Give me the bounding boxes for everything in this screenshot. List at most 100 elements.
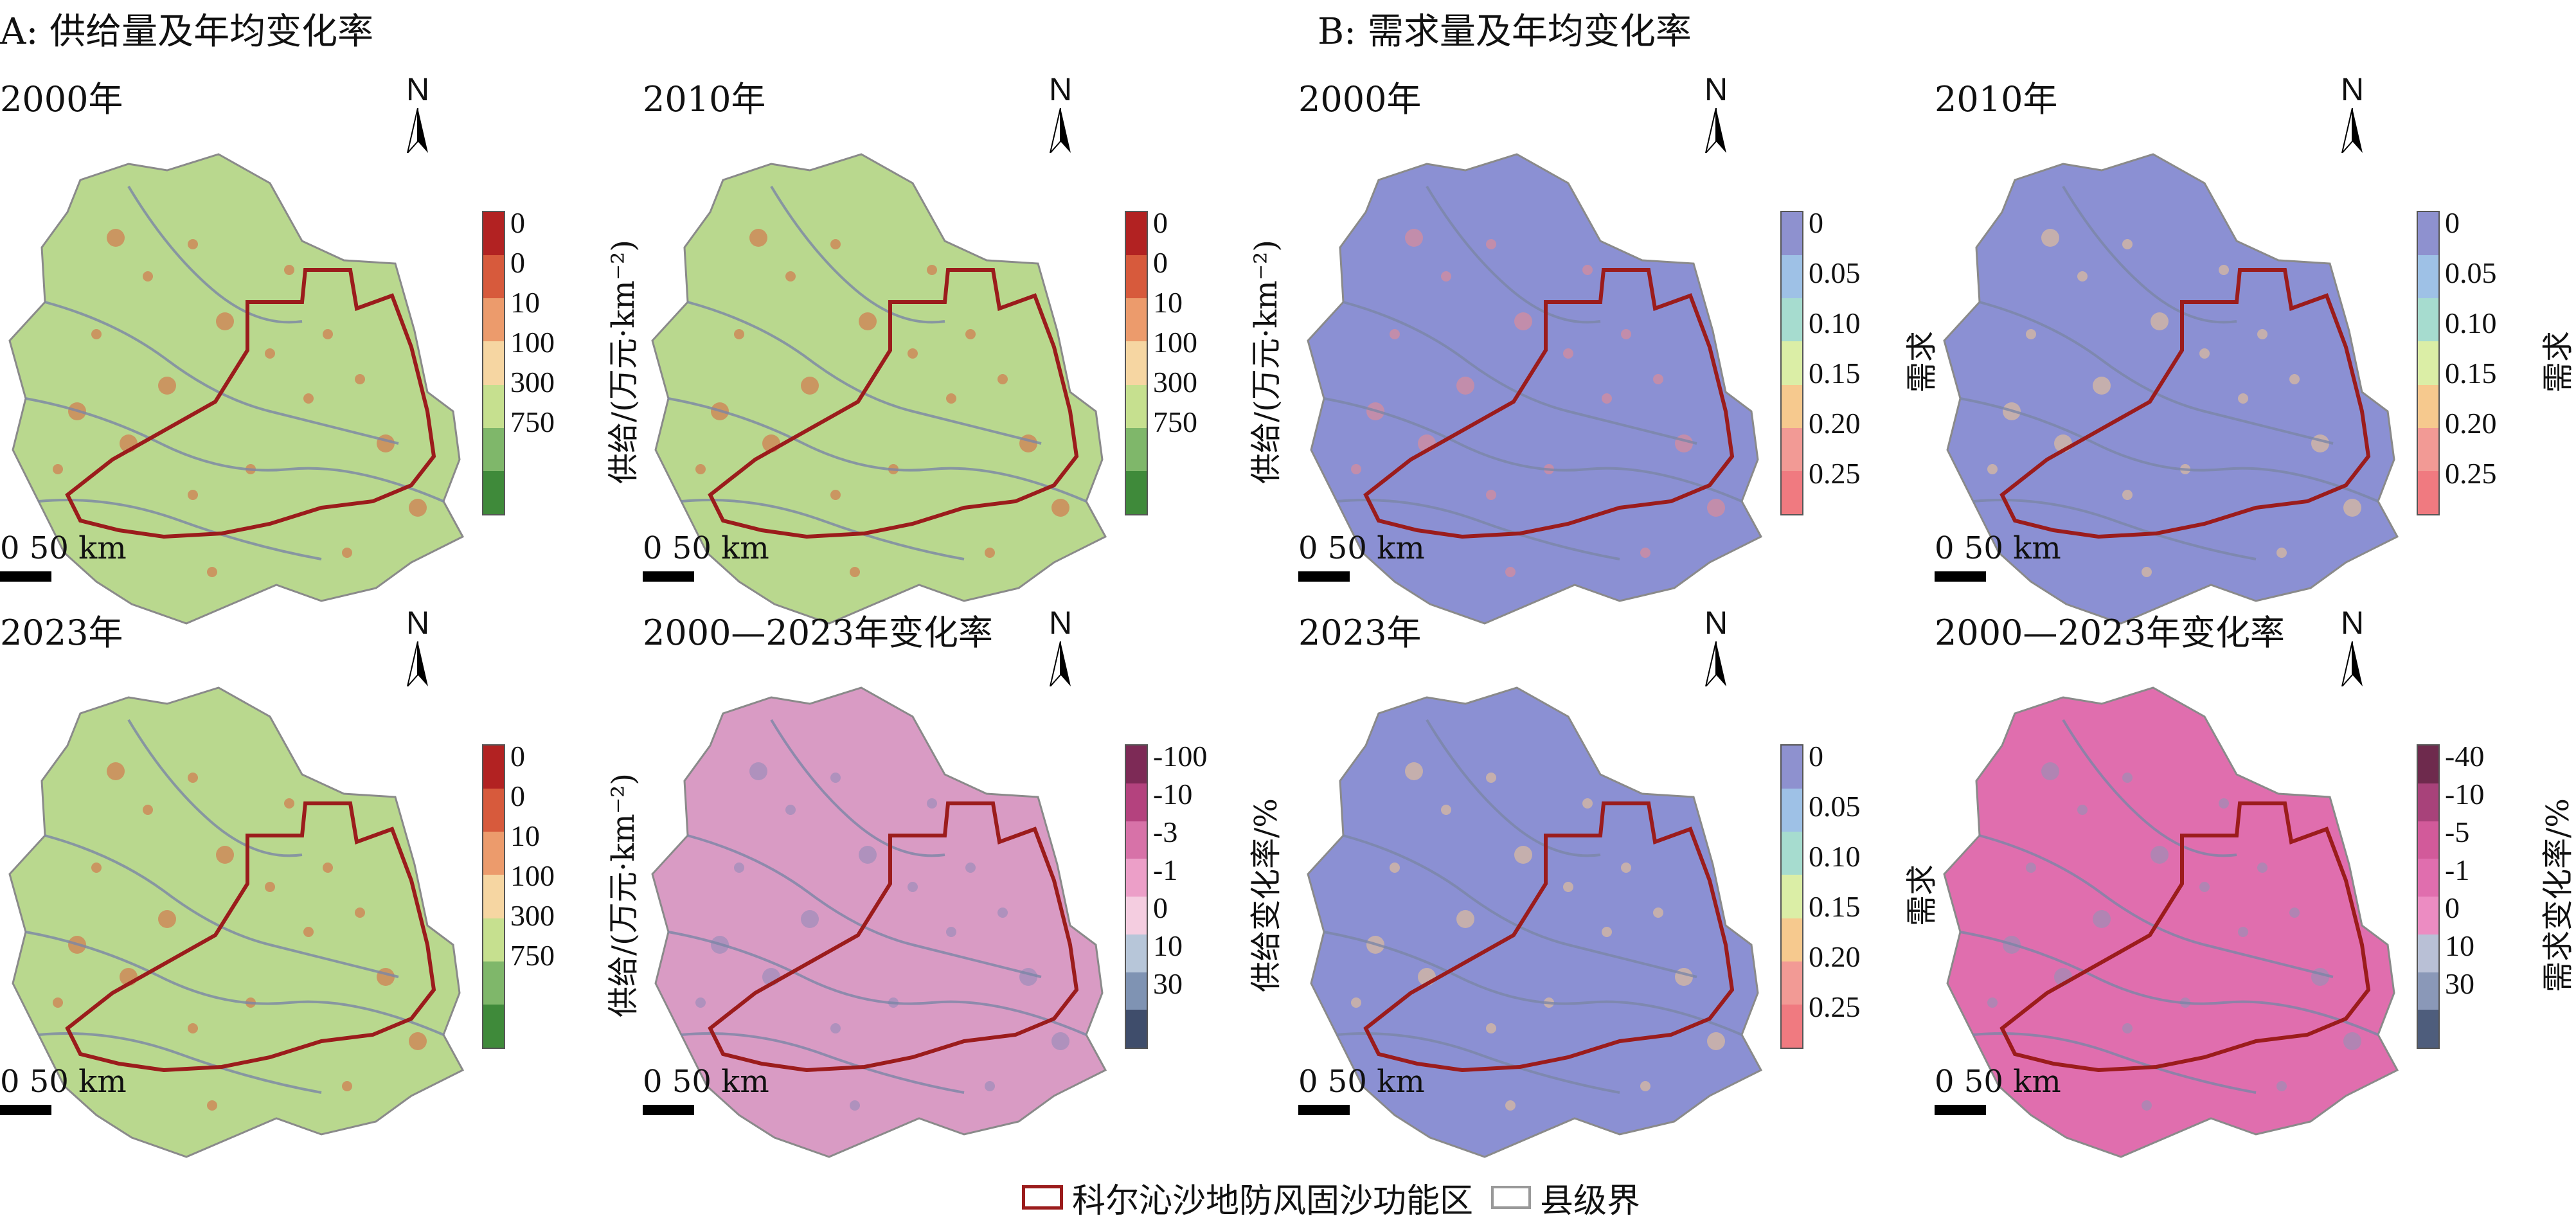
legend-tick-label: 0 [1809,206,1823,239]
legend-tick-label: 0.10 [1809,307,1861,339]
value-patch [1514,846,1532,864]
river-line [38,1032,322,1094]
legend-color-bar [482,744,505,1049]
value-patch [2257,329,2267,339]
legend-swatch [483,470,504,514]
legend-swatch [2418,897,2438,934]
color-legend: -40 -10 -5 -1 0 10 30 需求变化率/% [2417,742,2576,1053]
scale-bar-segment [1298,571,1350,582]
value-patch [2276,548,2287,558]
value-patch [1486,773,1496,783]
value-patch [946,393,956,404]
value-patch [91,329,102,339]
value-patch [2077,805,2088,815]
north-arrow: N [1697,71,1735,161]
scale-bar: 0 50 km [1298,530,1459,582]
legend-swatch [2418,746,2438,783]
river-line [127,185,303,324]
value-patch [1486,1023,1496,1033]
value-patch [342,548,352,558]
legend-swatch [1782,427,1802,471]
region-map [1307,686,1763,1158]
value-patch [107,762,125,780]
value-patch [997,374,1008,384]
legend-swatch [483,832,504,875]
legend-tick-label: 0.05 [1809,256,1861,289]
legend-swatch [2418,821,2438,859]
legend-tick-label: 300 [510,366,555,398]
value-patch [927,265,937,275]
scale-label: 0 50 km [1935,1064,2061,1100]
north-arrow-icon [1050,641,1071,686]
legend-title: 需求 [2540,330,2576,393]
legend-tick-label: 0.10 [2445,307,2497,339]
legend-tick-label: 0 [1153,246,1168,279]
legend-color-bar [1125,744,1148,1049]
legend-tick-label: 10 [510,819,540,852]
value-patch [1405,229,1423,247]
legend-tick-label: 0.15 [1809,890,1861,923]
county-border-swatch [1491,1186,1532,1209]
legend-tick-label: 100 [510,326,555,359]
legend-tick-label: 0 [510,206,525,239]
legend-swatch [2418,783,2438,821]
color-legend: -100 -10 -3 -1 0 10 30 供给变化率/% [1125,742,1292,1053]
value-patch [2122,773,2133,783]
scale-bar: 0 50 km [1298,1064,1459,1115]
legend-tick-label: -1 [2445,854,2470,886]
north-arrow-icon [1705,641,1726,686]
map-panel: 2010年 N 0 50 km 0 0 10 100 300 750 供给/(万元·km⁻²) [643,71,1284,625]
river-line [1323,397,1742,503]
value-patch [2257,863,2267,873]
legend-swatch [483,875,504,918]
color-legend: 0 0.05 0.10 0.15 0.20 0.25 需求 [1780,206,1947,519]
legend-tick-label: 0.20 [1809,940,1861,973]
legend-swatch [2418,470,2438,514]
panel-title: 2023年 [1298,612,1422,653]
value-patch [2199,348,2210,359]
legend-swatch [1782,961,1802,1005]
value-patch [216,846,234,864]
legend-label-county: 县级界 [1540,1181,1641,1221]
river-line [1426,185,1601,324]
map-panel: 2023年 N 0 50 km 0 0 10 100 300 750 供给/(万元·km⁻²) [0,604,641,1158]
value-patch [2041,762,2059,780]
value-patch [985,1081,995,1091]
legend-tick-label: 0.15 [1809,357,1861,389]
river-line [1972,1032,2257,1094]
legend-swatch [1782,746,1802,789]
value-patch [734,863,744,873]
legend-color-bar [2417,744,2440,1049]
north-label: N [406,605,430,641]
value-patch [1051,1032,1069,1050]
value-patch [2151,312,2169,330]
value-patch [2289,908,2300,918]
windbreak-zone-outline [708,801,1079,1073]
scale-bar: 0 50 km [1935,1064,2095,1115]
legend-swatch [2418,972,2438,1010]
north-arrow: N [398,604,437,694]
region-map [1943,686,2399,1158]
legend-swatch [1782,298,1802,342]
value-patch [2311,434,2329,452]
value-patch [1405,762,1423,780]
legend-tick-label: 10 [1153,929,1183,962]
value-patch [695,464,706,474]
legend-tick-label: 0.20 [1809,407,1861,440]
value-patch [801,377,819,395]
panel-title: 2000年 [1298,79,1422,120]
region-map [8,686,465,1158]
legend-swatch [1126,934,1147,972]
value-patch [2343,499,2361,517]
zone-outline-swatch [1022,1185,1063,1210]
value-patch [355,908,365,918]
map-panel: 2000—2023年变化率 N 0 50 km -100 -10 -3 -1 0 10 30 供给变… [643,604,1284,1158]
map-panel: 2010年 N 0 50 km 0 0.05 0.10 0.15 0.20 0.25 需求 [1935,71,2576,625]
legend-tick-label: 10 [1153,286,1183,319]
north-label: N [2340,605,2365,641]
legend-swatch [1126,427,1147,471]
value-patch [1640,1081,1650,1091]
map-panel: 2000—2023年变化率 N 0 50 km -40 -10 -5 -1 0 10 30 需求变化… [1935,604,2576,1158]
value-patch [1707,499,1725,517]
legend-title: 供给/(万元·km⁻²) [605,239,641,485]
